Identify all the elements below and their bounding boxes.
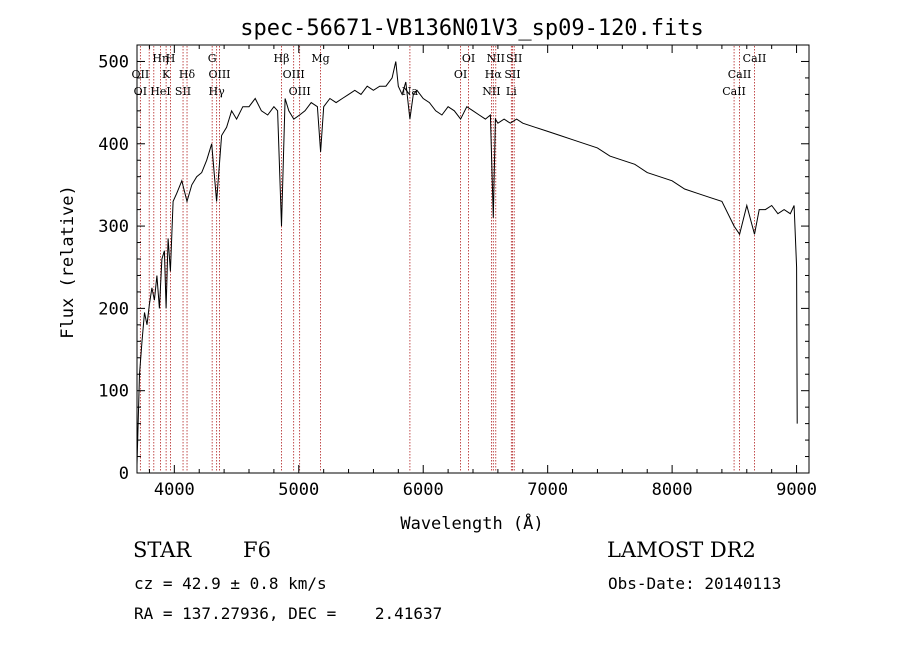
spectral-line-label: OI [462,52,475,65]
y-axis-label: Flux (relative) [58,185,78,339]
spectral-line-label: NII [482,85,500,98]
spectral-line-label: CaII [722,85,746,98]
y-tick-label: 0 [119,464,129,484]
spectral-line-label: HeI [150,85,170,98]
axis-ticks: 4000 5000 6000 7000 8000 9000 0 100 200 300 400 500 [98,45,817,500]
spectral-line-label: Hα [485,68,503,81]
spectral-line-label: OII [132,68,150,81]
spectral-line-label: Hβ [274,52,290,65]
spectral-line-label: OIII [208,68,230,81]
spectral-line-label: SII [504,68,520,81]
spectral-line-label: OIII [283,68,305,81]
spectral-line-label: CaII [728,68,752,81]
spectral-line-label: SII [175,85,191,98]
x-tick-label: 6000 [403,480,444,500]
spectral-line-label: OI [134,85,147,98]
x-axis-label: Wavelength (Å) [400,512,543,534]
y-tick-label: 200 [98,299,129,319]
y-tick-label: 300 [98,217,129,237]
spectral-line-label: H [166,52,176,65]
y-tick-label: 400 [98,135,129,155]
x-tick-label: 5000 [278,480,319,500]
x-tick-label: 7000 [527,480,568,500]
line-marker-group [139,46,755,472]
spectrum-series-line [136,61,798,465]
x-tick-label: 9000 [776,480,817,500]
spectral-line-label: NII [487,52,505,65]
redshift-readout: cz = 42.9 ± 0.8 km/s [134,574,327,593]
spectral-line-label: Hγ [209,85,226,98]
obs-date: Obs-Date: 20140113 [608,574,782,593]
object-class: STAR [133,538,192,562]
spectral-line-label: Hη [152,52,168,65]
spectral-line-label: OIII [289,85,311,98]
spectral-line-label: Hδ [179,68,196,81]
spectral-line-label: SII [506,52,522,65]
spectral-line-label: Li [506,85,517,98]
y-tick-label: 500 [98,52,129,72]
spectral-line-label: G [208,52,217,65]
coordinates: RA = 137.27936, DEC = 2.41637 [134,604,443,623]
survey-name: LAMOST DR2 [607,538,756,562]
y-tick-label: 100 [98,382,129,402]
spectral-line-label: Mg [311,52,329,65]
object-subclass: F6 [243,538,271,562]
spectral-line-label: Na [402,85,419,98]
x-tick-label: 8000 [652,480,693,500]
spectral-line-label: CaII [743,52,767,65]
x-tick-label: 4000 [154,480,195,500]
spectral-line-label: OI [454,68,467,81]
plot-frame [136,44,810,474]
spectral-line-label: K [162,68,171,81]
chart-title: spec-56671-VB136N01V3_sp09-120.fits [240,16,704,41]
